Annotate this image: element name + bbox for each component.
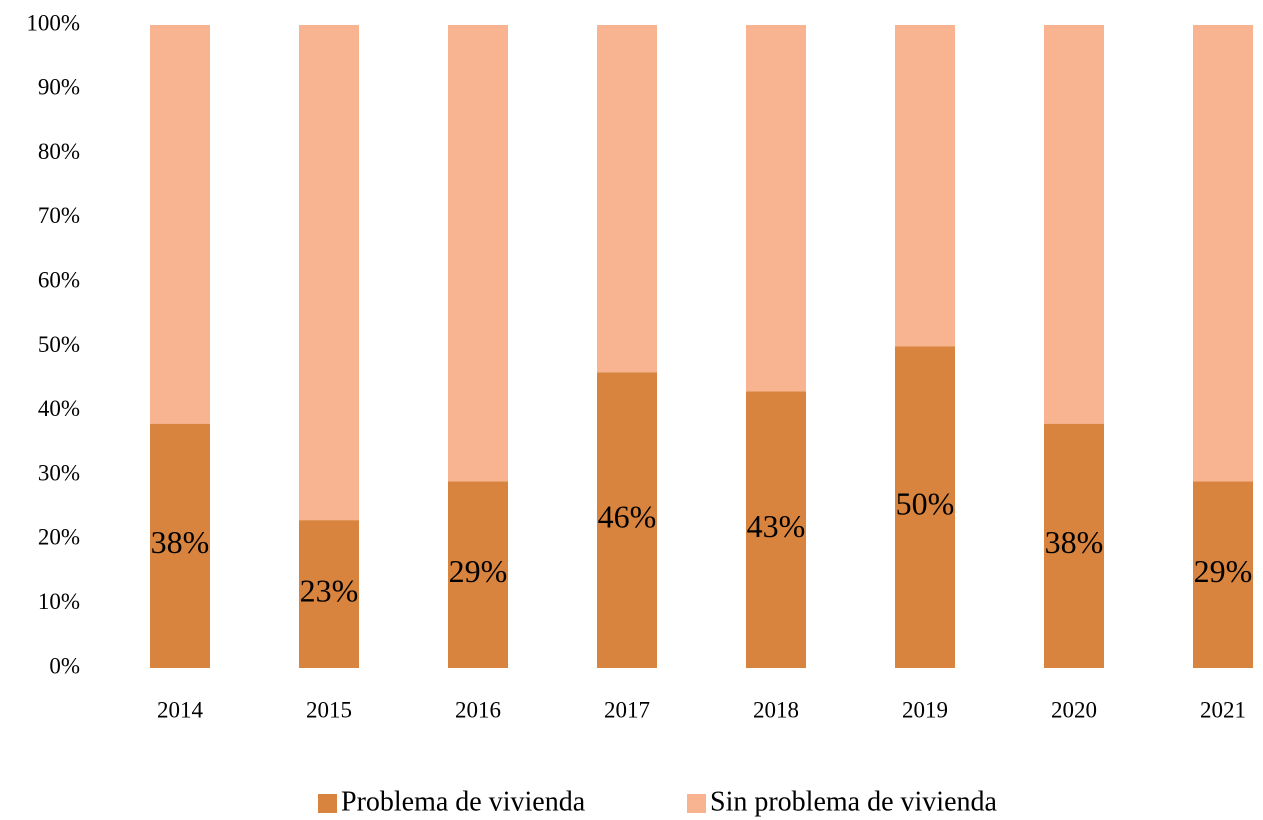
y-tick-label: 20% [38,525,80,550]
data-label: 23% [300,572,359,608]
bar-segment [1193,25,1253,482]
data-label: 38% [1045,524,1104,560]
bar-segment [895,346,955,668]
x-tick-label: 2019 [902,697,948,722]
x-tick-label: 2021 [1200,697,1246,722]
legend-swatch [318,794,337,813]
y-tick-label: 0% [49,653,80,678]
x-tick-label: 2020 [1051,697,1097,722]
bar-segment [448,25,508,482]
legend-label: Sin problema de vivienda [710,786,998,817]
x-tick-label: 2016 [455,697,501,722]
legend-swatch [687,794,706,813]
bar-segment [1193,481,1253,668]
bar-segment [597,372,657,668]
data-label: 46% [598,498,657,534]
y-tick-label: 60% [38,267,80,292]
bar-segment [597,25,657,373]
bar-segment [299,25,359,521]
x-tick-label: 2015 [306,697,352,722]
bar-segment [150,423,210,668]
bar-segment [746,25,806,392]
y-tick-label: 100% [26,10,80,35]
data-label: 43% [747,508,806,544]
y-tick-label: 90% [38,75,80,100]
y-tick-label: 70% [38,203,80,228]
x-tick-label: 2017 [604,697,650,722]
bar-segment [150,25,210,424]
legend-label: Problema de vivienda [341,786,586,817]
bar-segment [1044,25,1104,424]
bar-segment [299,520,359,668]
bar-segment [1044,423,1104,668]
bar-segment [895,25,955,347]
y-tick-label: 40% [38,396,80,421]
x-tick-label: 2018 [753,697,799,722]
bar-segment [746,391,806,668]
data-label: 29% [1194,553,1253,589]
y-tick-label: 10% [38,589,80,614]
y-tick-label: 80% [38,139,80,164]
data-label: 50% [896,486,955,522]
y-tick-label: 50% [38,332,80,357]
bar-segment [448,481,508,668]
y-tick-label: 30% [38,460,80,485]
x-tick-label: 2014 [157,697,204,722]
data-label: 38% [151,524,210,560]
data-label: 29% [449,553,508,589]
